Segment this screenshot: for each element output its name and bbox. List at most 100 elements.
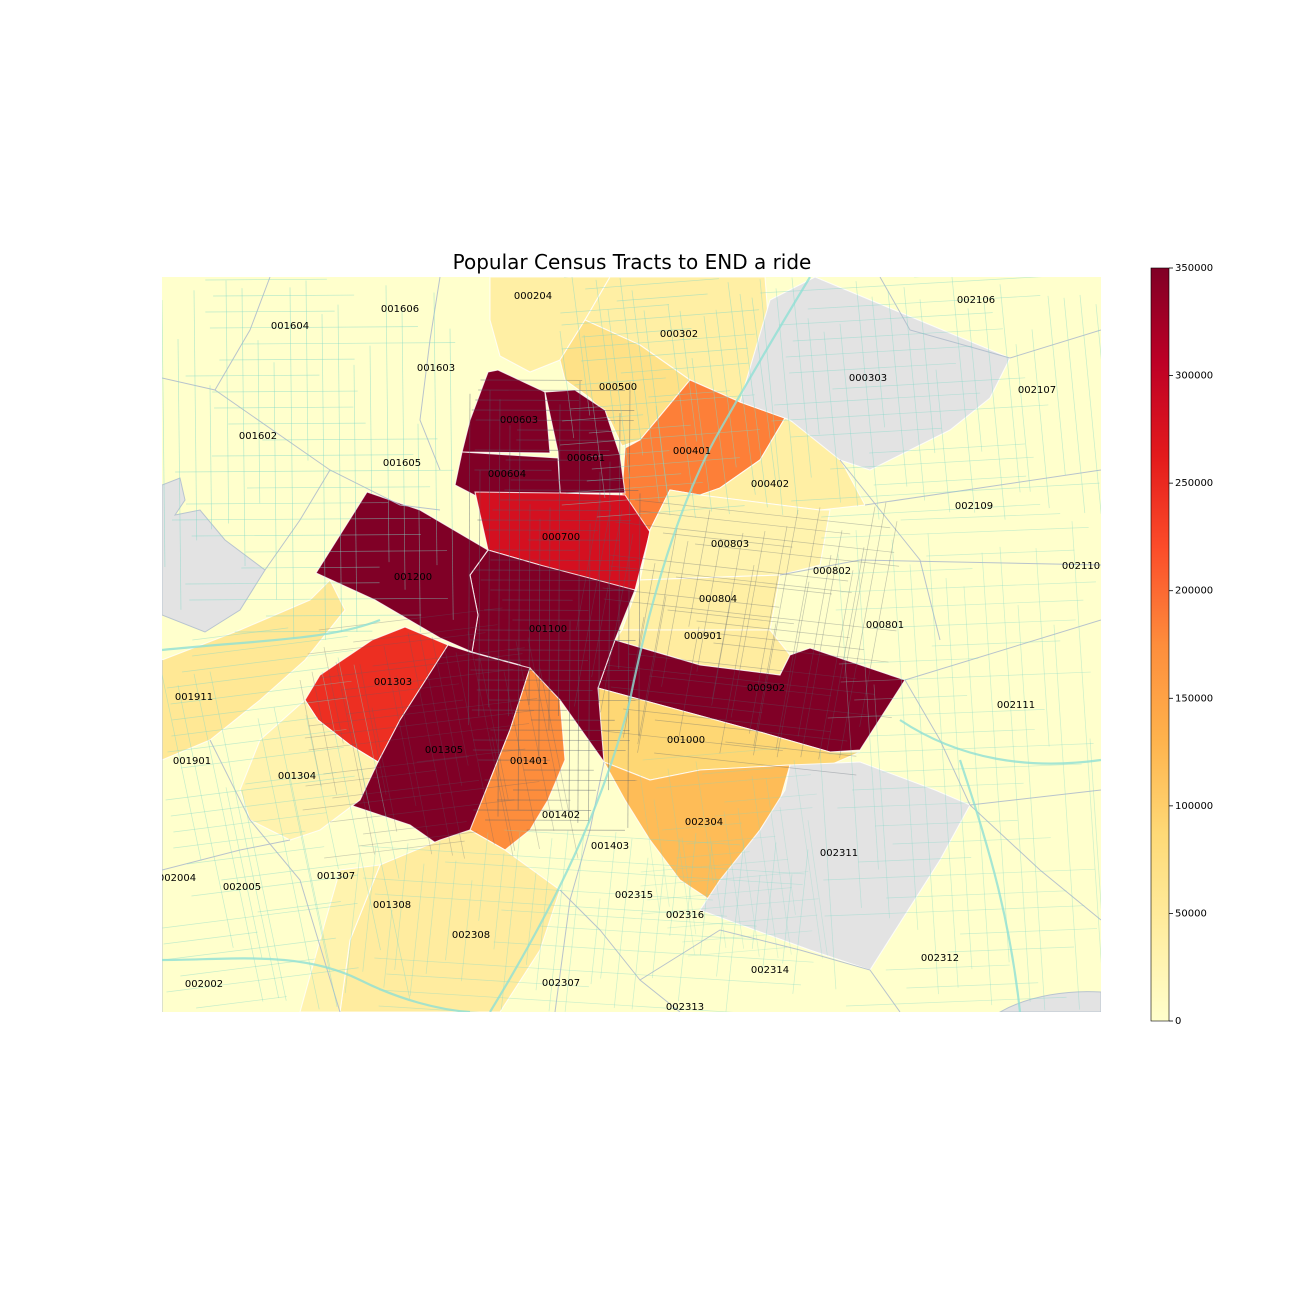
street (682, 930, 813, 943)
street (610, 686, 892, 718)
street (648, 390, 730, 398)
street (445, 860, 457, 961)
street (433, 292, 438, 566)
tract-label-001605: 001605 (383, 458, 421, 469)
street (748, 526, 788, 734)
street (305, 714, 339, 870)
street (443, 644, 469, 766)
tract-label-001200: 001200 (394, 572, 432, 583)
tract-label-001602: 001602 (239, 431, 277, 442)
street (765, 777, 792, 955)
colorbar-tick-label: 150000 (1175, 693, 1213, 704)
street (789, 362, 956, 374)
street (535, 838, 553, 991)
street (807, 318, 820, 435)
tract-label-000401: 000401 (673, 446, 711, 457)
street (595, 279, 615, 424)
street (719, 564, 755, 754)
tract-label-000804: 000804 (699, 594, 737, 605)
street (341, 669, 514, 691)
tract-label-001000: 001000 (667, 735, 705, 746)
street (858, 857, 972, 863)
street (548, 830, 569, 1012)
street (723, 811, 745, 949)
street (186, 846, 325, 865)
street (662, 822, 742, 831)
street (837, 554, 862, 908)
street (839, 323, 858, 507)
street (653, 799, 670, 907)
street (173, 812, 327, 833)
street (591, 510, 623, 678)
street (321, 314, 326, 640)
street (170, 680, 352, 705)
tract-label-000901: 000901 (684, 631, 722, 642)
street (500, 831, 521, 1010)
street (715, 309, 737, 468)
street (162, 937, 336, 961)
street (900, 513, 1061, 521)
highway (162, 957, 471, 1012)
street (305, 280, 309, 461)
tract-label-002312: 002312 (921, 953, 959, 964)
tract-boundary (419, 277, 441, 471)
street (559, 429, 760, 446)
highway (899, 719, 1101, 765)
street (425, 841, 441, 974)
street (257, 718, 320, 1010)
tract-label-002109: 002109 (955, 501, 993, 512)
street (193, 673, 264, 1002)
street (730, 530, 766, 718)
street (793, 759, 823, 959)
street (369, 345, 372, 494)
street (560, 304, 670, 314)
street (616, 293, 708, 302)
street (999, 546, 1031, 1002)
street (234, 630, 373, 633)
street (225, 280, 230, 524)
street (186, 502, 389, 505)
street (838, 658, 979, 665)
no-data-area (998, 991, 1101, 1012)
tract-boundary (554, 761, 605, 1012)
street (627, 381, 631, 828)
street (165, 775, 355, 801)
street (667, 768, 695, 955)
street (346, 699, 464, 715)
street (600, 533, 634, 713)
street (192, 627, 289, 641)
street (637, 596, 667, 753)
street (1015, 344, 1031, 492)
street (981, 552, 1010, 963)
street (581, 347, 748, 362)
street (1063, 297, 1086, 514)
street (574, 505, 612, 707)
street (163, 931, 258, 945)
street (191, 534, 421, 537)
street (171, 517, 431, 521)
street (211, 454, 414, 457)
street (886, 890, 1067, 899)
street (603, 730, 783, 751)
street (791, 482, 1100, 502)
tract-label-000601: 000601 (567, 453, 605, 464)
street (785, 345, 972, 358)
street (753, 623, 777, 747)
tract-001304 (239, 699, 379, 841)
tract-label-000801: 000801 (866, 620, 904, 631)
street (228, 422, 366, 425)
street (651, 866, 665, 979)
street (245, 550, 448, 553)
street (843, 506, 876, 680)
street (590, 898, 601, 985)
street (830, 456, 1034, 470)
street (171, 697, 347, 721)
street (311, 671, 337, 795)
map-area: 000204 000302 000500 000401 000402 000603 0006… (162, 277, 1101, 1012)
street (245, 772, 337, 785)
street (677, 833, 697, 1002)
street (790, 427, 942, 438)
street (205, 310, 335, 313)
street (308, 723, 530, 751)
street (667, 914, 818, 929)
